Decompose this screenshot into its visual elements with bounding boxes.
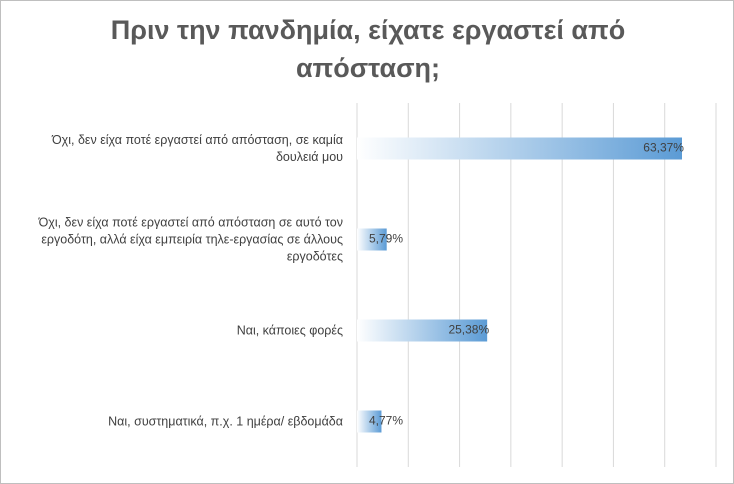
category-label: Ναι, συστηματικά, π.χ. 1 ημέρα/ εβδομάδα bbox=[108, 414, 343, 428]
bar bbox=[357, 228, 387, 251]
bar bbox=[357, 410, 382, 433]
value-label: 25,38% bbox=[448, 323, 489, 337]
category-label: Ναι, κάποιες φορές bbox=[236, 323, 343, 337]
category-label: Όχι, δεν είχα ποτέ εργαστεί από απόσταση… bbox=[38, 215, 343, 263]
category-label: Όχι, δεν είχα ποτέ εργαστεί από απόσταση… bbox=[51, 132, 343, 164]
chart-title: Πριν την πανδημία, είχατε εργαστεί από α… bbox=[110, 15, 626, 83]
value-label: 63,37% bbox=[643, 141, 684, 155]
bar bbox=[357, 319, 488, 342]
value-label: 4,77% bbox=[369, 414, 403, 428]
bar bbox=[357, 137, 682, 160]
value-label: 5,79% bbox=[369, 232, 403, 246]
